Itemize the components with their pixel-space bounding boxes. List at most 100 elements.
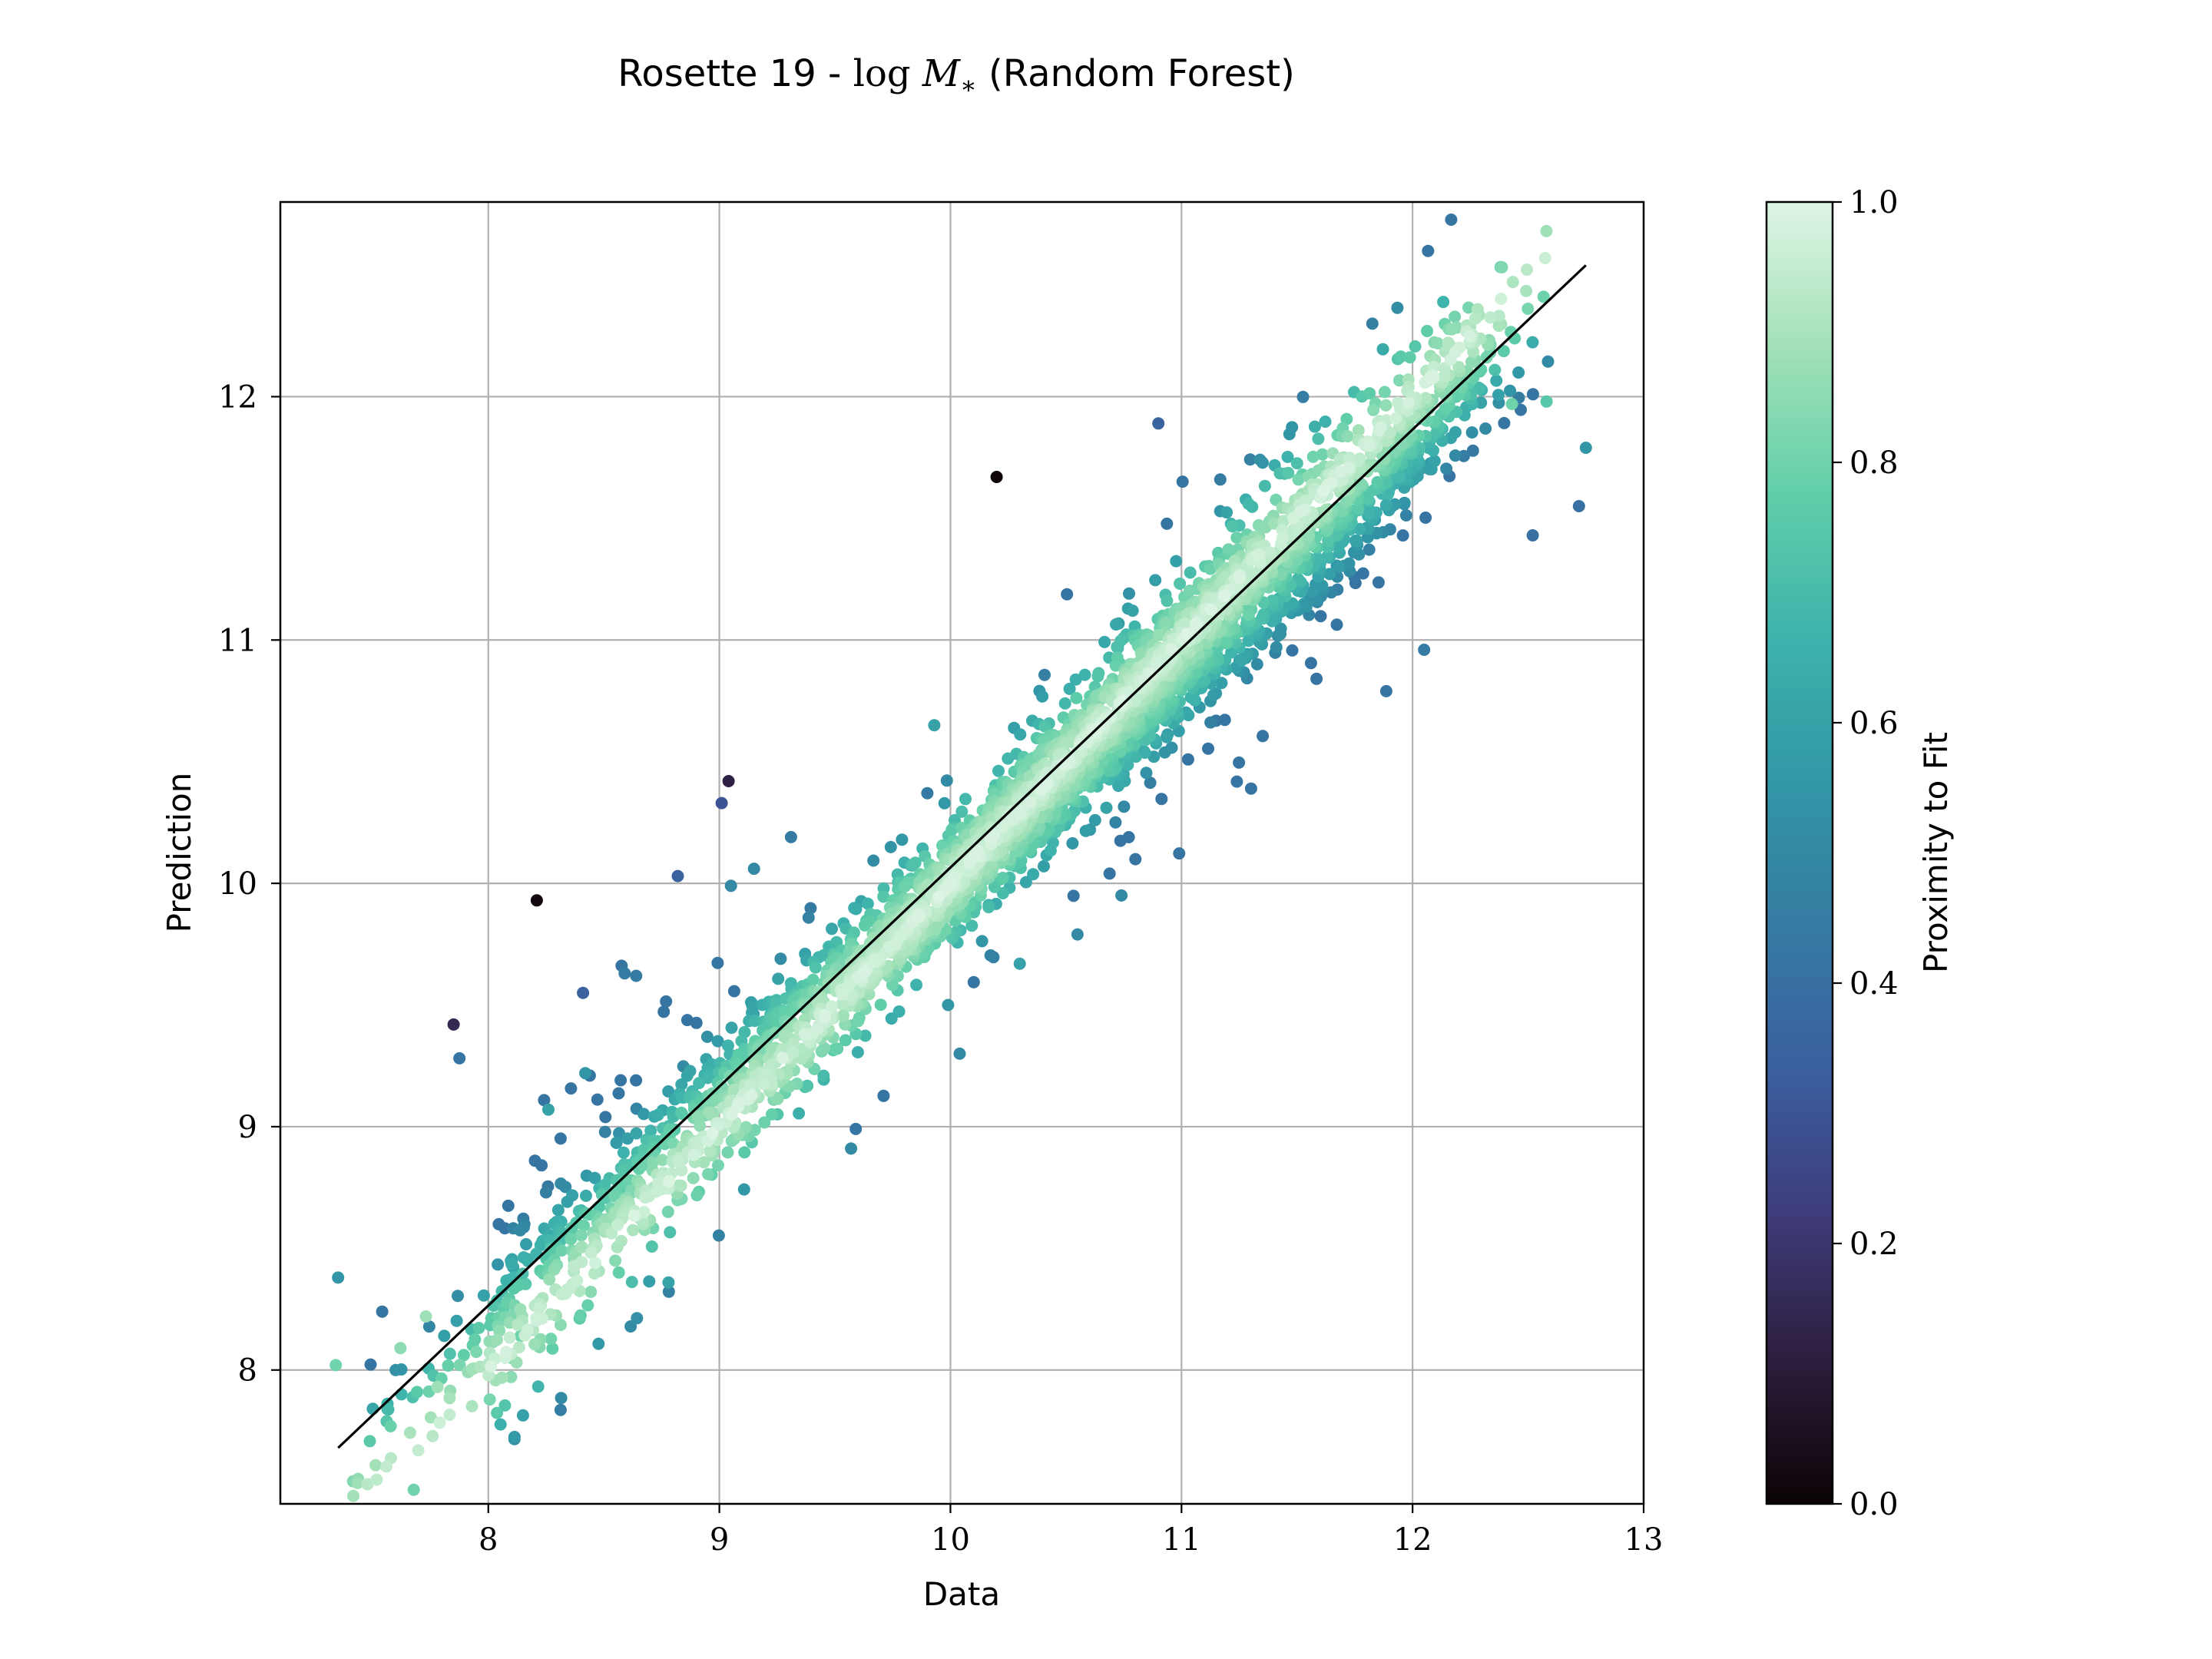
scatter-point [680, 1014, 694, 1027]
scatter-point [609, 1254, 622, 1267]
colorbar: 0.0 0.2 0.4 0.6 0.8 1.0 Proximity to Fit [1765, 185, 1955, 1522]
scatter-point [1027, 868, 1040, 881]
scatter-point [1464, 329, 1476, 343]
scatter-point [1379, 399, 1392, 412]
scatter-point [1244, 782, 1257, 795]
scatter-point [1091, 670, 1104, 683]
scatter-point [1479, 422, 1492, 435]
scatter-point [1488, 363, 1502, 376]
scatter-point [1038, 668, 1051, 681]
scatter-point [612, 1087, 625, 1100]
scatter-point [967, 975, 980, 988]
scatter-point [545, 1333, 558, 1346]
x-tick-label: 12 [1393, 1522, 1432, 1558]
scatter-point [516, 1409, 529, 1422]
scatter-point [1538, 252, 1551, 264]
scatter-point [554, 1132, 567, 1145]
scatter-point [363, 1435, 376, 1448]
scatter-point [650, 1185, 663, 1198]
scatter-point [1243, 453, 1257, 466]
scatter-point [1316, 448, 1329, 461]
scatter-point [1353, 548, 1366, 561]
scatter-point [793, 1107, 806, 1120]
scatter-point [706, 1127, 719, 1140]
scatter-point [347, 1489, 359, 1502]
scatter-point [539, 1186, 552, 1199]
scatter-point [1506, 276, 1519, 289]
scatter-point [1537, 290, 1550, 303]
colorbar-gradient [1765, 200, 1834, 1505]
scatter-point [849, 1122, 863, 1135]
scatter-point [845, 1142, 858, 1155]
scatter-point [806, 973, 820, 986]
scatter-point [1126, 604, 1139, 618]
scatter-point [1111, 641, 1124, 654]
scatter-point [1341, 430, 1354, 442]
scatter-point [1270, 641, 1283, 654]
scatter-point [1174, 577, 1187, 590]
scatter-point [910, 979, 923, 992]
scatter-point [1290, 457, 1303, 470]
scatter-point [1403, 351, 1416, 364]
scatter-point [1497, 345, 1510, 358]
scatter-point [1144, 777, 1157, 790]
scatter-point [1158, 746, 1171, 759]
scatter-point [1110, 618, 1122, 631]
scatter-point [990, 471, 1003, 483]
scatter-point [664, 1226, 677, 1239]
colorbar-tick-label: 0.8 [1849, 445, 1899, 481]
scatter-point [431, 1380, 444, 1393]
scatter-point [772, 972, 785, 985]
scatter-point [992, 764, 1005, 777]
scatter-point [382, 1403, 395, 1416]
scatter-points [329, 214, 1592, 1502]
scatter-point [1399, 509, 1412, 522]
scatter-point [1449, 449, 1462, 462]
scatter-point [798, 1028, 811, 1041]
scatter-point [502, 1199, 515, 1212]
scatter-point [370, 1473, 383, 1486]
scatter-point [574, 1309, 587, 1322]
y-tick-label: 9 [238, 1110, 257, 1145]
scatter-point [727, 1083, 740, 1096]
scatter-point [811, 1022, 824, 1035]
scatter-point [376, 1305, 389, 1318]
scatter-point [1250, 657, 1263, 671]
scatter-point [867, 854, 880, 867]
scatter-point [1145, 667, 1157, 680]
scatter-point [588, 1171, 601, 1184]
scatter-point [1465, 356, 1478, 369]
scatter-point [621, 1132, 634, 1145]
scatter-point [1428, 455, 1441, 468]
scatter-point [329, 1359, 343, 1372]
scatter-point [672, 1155, 685, 1168]
scatter-point [559, 1181, 572, 1194]
scatter-point [1495, 293, 1508, 306]
scatter-point [542, 1103, 555, 1116]
scatter-point [712, 1229, 725, 1242]
y-tick-label: 11 [218, 623, 257, 658]
scatter-point [1109, 816, 1122, 829]
scatter-point [1233, 756, 1246, 769]
scatter-point [1063, 682, 1076, 695]
scatter-point [1161, 594, 1174, 608]
scatter-point [394, 1342, 407, 1355]
scatter-point [737, 1183, 750, 1196]
scatter-point [1333, 560, 1346, 573]
scatter-point [1215, 677, 1228, 690]
scatter-point [1038, 859, 1050, 873]
scatter-point [938, 796, 951, 810]
scatter-point [819, 1008, 832, 1022]
scatter-point [1296, 390, 1310, 403]
scatter-point [530, 894, 543, 907]
scatter-point [1078, 668, 1091, 681]
scatter-point [1462, 301, 1475, 314]
scatter-point [804, 902, 817, 915]
scatter-point [896, 833, 909, 846]
scatter-point [1256, 456, 1269, 469]
scatter-point [351, 1476, 364, 1489]
scatter-point [738, 1146, 751, 1159]
scatter-point [1242, 634, 1255, 647]
scatter-point [584, 1286, 598, 1298]
